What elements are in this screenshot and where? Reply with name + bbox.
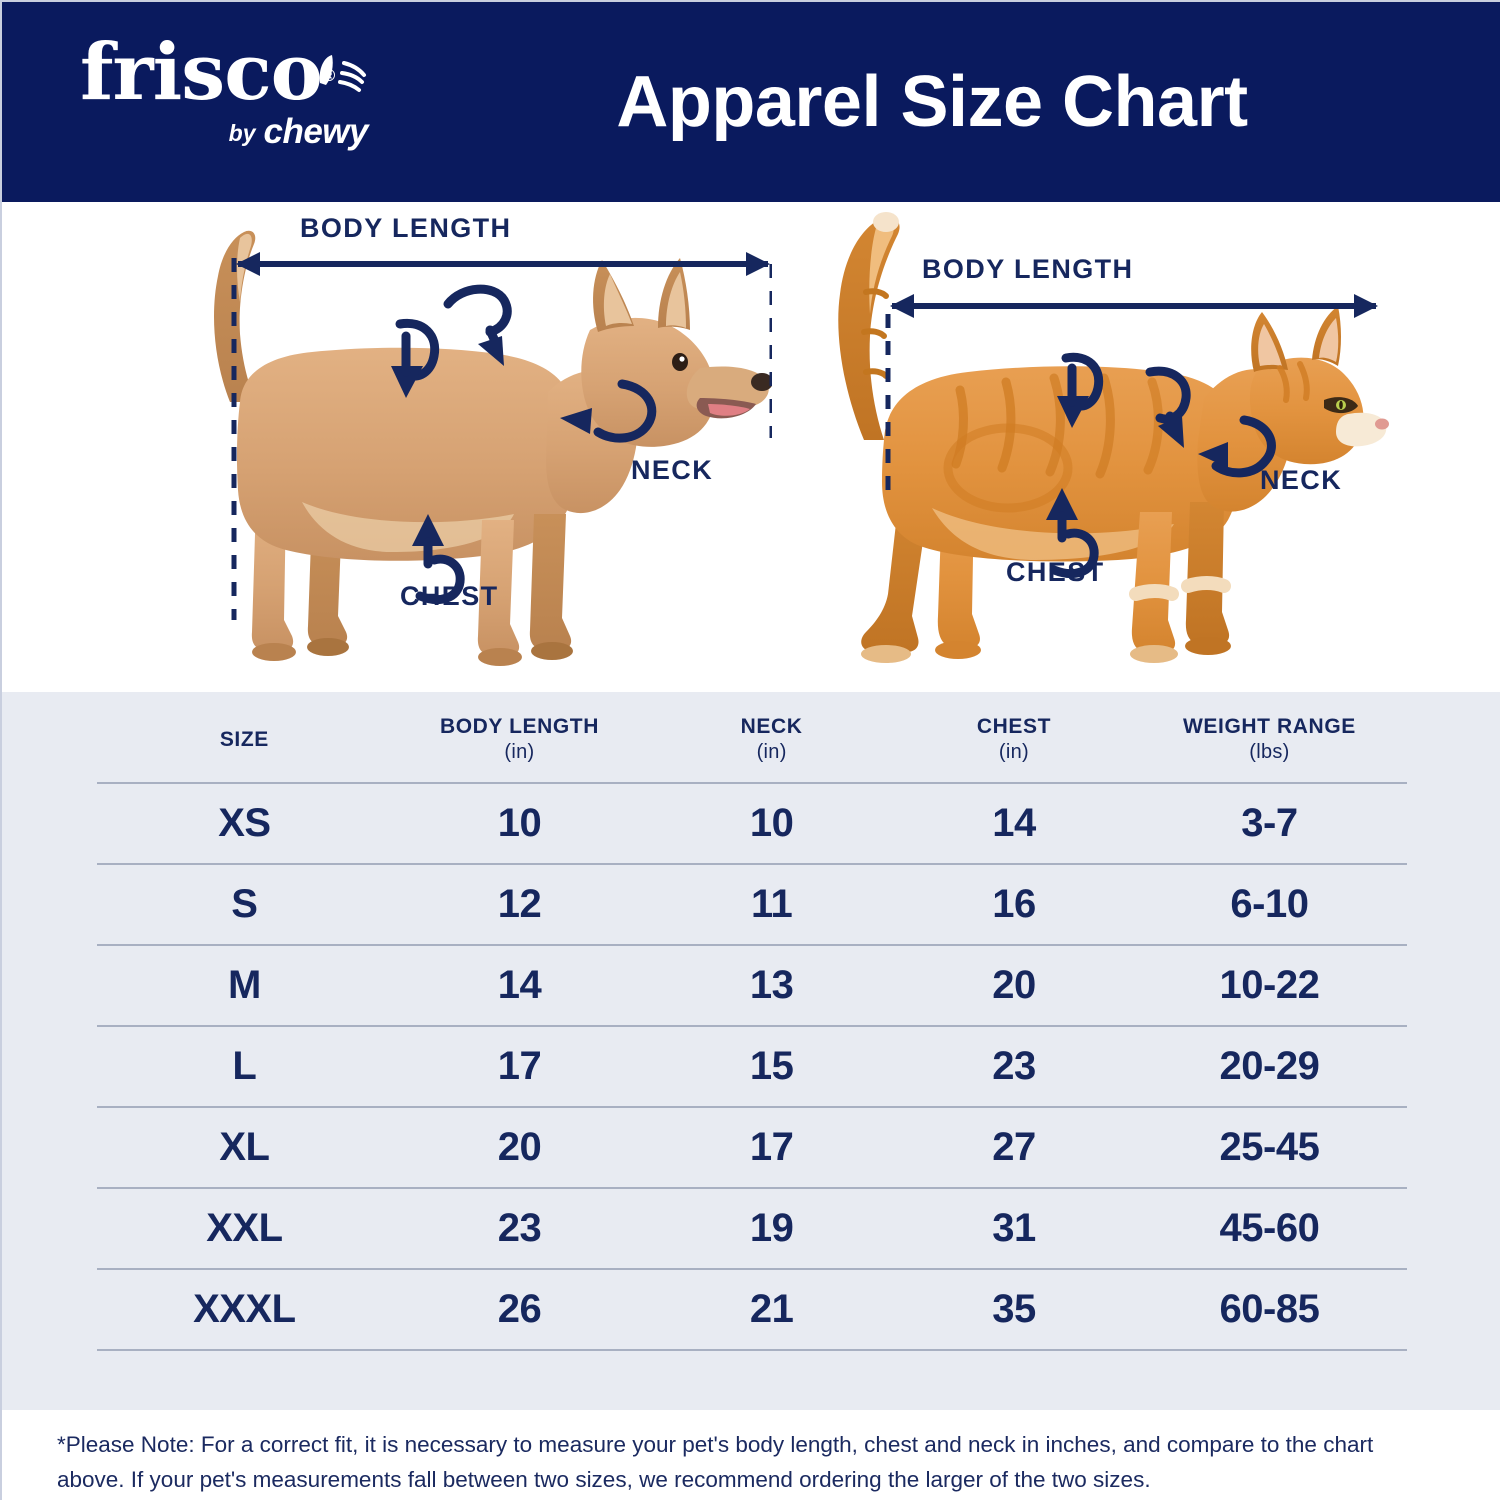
cell-chest: 14	[896, 782, 1132, 865]
cell-chest: 31	[896, 1187, 1132, 1270]
table-row: XS 10 10 14 3-7	[97, 782, 1407, 865]
logo-by-text: by	[228, 120, 256, 147]
cell-chest: 27	[896, 1106, 1132, 1189]
cell-neck: 19	[647, 1187, 897, 1270]
cell-neck: 17	[647, 1106, 897, 1189]
dog-neck-label: NECK	[631, 455, 714, 485]
column-header-size-label: SIZE	[219, 727, 269, 751]
column-header-body-length-unit: (in)	[504, 741, 535, 764]
size-table-container: SIZE BODY LENGTH (in) NECK (in) CHEST (i…	[2, 692, 1500, 1410]
cell-size: L	[97, 1025, 392, 1108]
column-header-neck-label: NECK	[740, 715, 803, 738]
cat-body-length-label: BODY LENGTH	[922, 254, 1134, 284]
cell-neck: 15	[647, 1025, 897, 1108]
table-row: S 12 11 16 6-10	[97, 863, 1407, 946]
dog-diagram: BODY LENGTH NECK CHEST	[152, 202, 772, 672]
table-row: M 14 13 20 10-22	[97, 944, 1407, 1027]
cell-body-length: 17	[391, 1025, 648, 1108]
cat-neck-label: NECK	[1260, 465, 1343, 495]
chewy-brandmark: chewy	[263, 112, 369, 152]
column-header-weight-range-unit: (lbs)	[1249, 741, 1290, 764]
cat-illustration-svg	[838, 212, 1389, 663]
dog-illustration-svg	[214, 230, 772, 666]
cell-body-length: 12	[391, 863, 648, 946]
logo-byline: by chewy	[80, 112, 369, 152]
cell-body-length: 10	[391, 782, 648, 865]
column-header-chest-unit: (in)	[998, 741, 1030, 764]
cell-chest: 20	[896, 944, 1132, 1027]
header-band: frisco® by chewy Apparel Size Chart	[2, 2, 1500, 202]
cell-body-length: 23	[391, 1187, 648, 1270]
column-header-weight-range-label: WEIGHT RANGE	[1183, 715, 1356, 738]
cell-size: XXL	[97, 1187, 392, 1270]
frisco-logo: frisco® by chewy	[80, 34, 380, 152]
cell-weight-range: 45-60	[1131, 1187, 1407, 1270]
cell-size: XL	[97, 1106, 392, 1189]
cat-ear-flourish-icon	[314, 42, 370, 94]
cell-neck: 21	[647, 1268, 897, 1351]
cell-chest: 35	[896, 1268, 1132, 1351]
column-header-neck: NECK (in)	[647, 692, 897, 784]
column-header-weight-range: WEIGHT RANGE (lbs)	[1131, 692, 1407, 784]
column-header-chest: CHEST (in)	[896, 692, 1132, 784]
measurement-illustrations: BODY LENGTH NECK CHEST	[2, 202, 1500, 692]
cell-weight-range: 25-45	[1131, 1106, 1407, 1189]
table-row: L 17 15 23 20-29	[97, 1025, 1407, 1108]
cell-size: M	[97, 944, 392, 1027]
column-header-size: SIZE	[97, 692, 392, 784]
cell-chest: 16	[896, 863, 1132, 946]
cell-weight-range: 10-22	[1131, 944, 1407, 1027]
cat-diagram: BODY LENGTH NECK CHEST	[792, 202, 1392, 672]
column-header-chest-label: CHEST	[976, 715, 1052, 738]
cell-weight-range: 60-85	[1131, 1268, 1407, 1351]
size-table: SIZE BODY LENGTH (in) NECK (in) CHEST (i…	[97, 692, 1407, 1351]
table-row: XXL 23 19 31 45-60	[97, 1187, 1407, 1270]
cell-body-length: 26	[391, 1268, 648, 1351]
table-row: XXXL 26 21 35 60-85	[97, 1268, 1407, 1351]
dog-chest-label: CHEST	[400, 581, 499, 611]
logo-wordmark-text: frisco	[80, 27, 323, 118]
column-header-body-length: BODY LENGTH (in)	[391, 692, 648, 784]
dog-body-length-label: BODY LENGTH	[300, 213, 512, 243]
cell-size: S	[97, 863, 392, 946]
cell-body-length: 20	[391, 1106, 648, 1189]
logo-wordmark: frisco®	[80, 34, 367, 112]
footnote-text: *Please Note: For a correct fit, it is n…	[2, 1410, 1500, 1502]
page-title: Apparel Size Chart	[616, 62, 1248, 142]
cell-neck: 11	[647, 863, 897, 946]
cell-size: XS	[97, 782, 392, 865]
cell-neck: 10	[647, 782, 897, 865]
cell-size: XXXL	[97, 1268, 392, 1351]
size-table-body: XS 10 10 14 3-7 S 12 11 16 6-10 M 14 13 20 10-22 L 17 15 2…	[97, 782, 1407, 1351]
column-header-body-length-label: BODY LENGTH	[439, 715, 599, 738]
cat-chest-label: CHEST	[1006, 557, 1105, 587]
cell-weight-range: 3-7	[1131, 782, 1407, 865]
column-header-neck-unit: (in)	[756, 741, 787, 764]
cell-neck: 13	[647, 944, 897, 1027]
table-row: XL 20 17 27 25-45	[97, 1106, 1407, 1189]
cell-chest: 23	[896, 1025, 1132, 1108]
cell-weight-range: 6-10	[1131, 863, 1407, 946]
cell-weight-range: 20-29	[1131, 1025, 1407, 1108]
table-header-row: SIZE BODY LENGTH (in) NECK (in) CHEST (i…	[97, 692, 1407, 784]
cell-body-length: 14	[391, 944, 648, 1027]
